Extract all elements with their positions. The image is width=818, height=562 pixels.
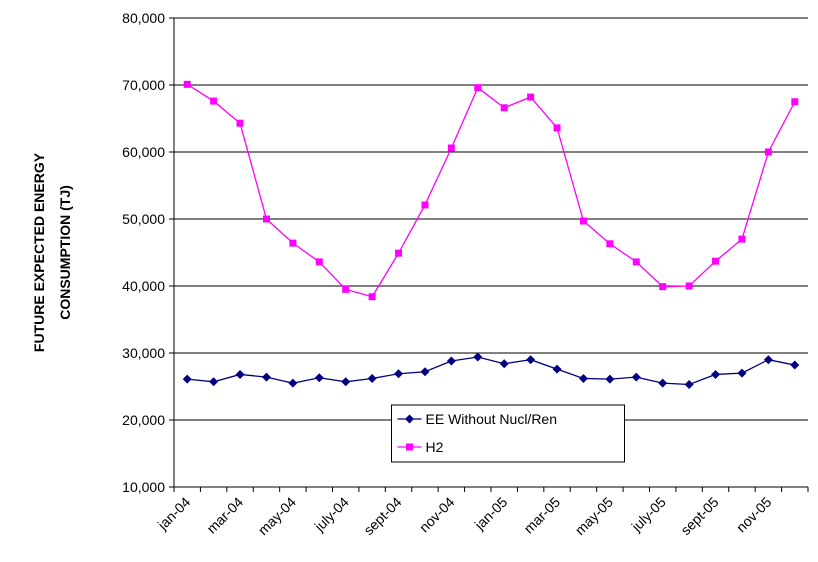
point (606, 240, 614, 248)
point (738, 235, 746, 243)
y-tick-label: 10,000 (122, 479, 165, 495)
point (288, 378, 298, 388)
legend: EE Without Nucl/Ren H2 (391, 404, 625, 463)
point (553, 124, 561, 132)
point (790, 360, 800, 370)
point (737, 368, 747, 378)
x-tick-label: jan-05 (471, 494, 511, 534)
point (712, 257, 720, 265)
y-tick-label: 60,000 (122, 144, 165, 160)
point (658, 378, 668, 388)
point (367, 373, 377, 383)
point (632, 258, 640, 266)
point (182, 374, 192, 384)
point (395, 249, 403, 257)
point (262, 215, 270, 223)
point (473, 352, 483, 362)
point (711, 369, 721, 379)
point (394, 369, 404, 379)
point (499, 359, 509, 369)
point (406, 443, 413, 451)
point (685, 282, 693, 290)
legend-label: EE Without Nucl/Ren (426, 411, 558, 427)
x-tick-label: mar-05 (520, 494, 563, 537)
point (447, 144, 455, 152)
point (342, 285, 350, 293)
point (659, 283, 667, 291)
legend-label: H2 (426, 439, 444, 455)
point (236, 119, 244, 127)
x-tick-label: nov-04 (416, 494, 458, 536)
point (526, 355, 536, 365)
point (341, 377, 351, 387)
point (421, 201, 429, 209)
x-tick-label: nov-05 (733, 494, 775, 536)
y-tick-label: 50,000 (122, 211, 165, 227)
y-tick-label: 80,000 (122, 10, 165, 26)
y-axis-title: FUTURE EXPECTED ENERGY (31, 152, 47, 352)
x-tick-label: jan-04 (154, 494, 194, 534)
x-tick-label: may-05 (572, 494, 616, 538)
point (368, 293, 376, 301)
point (631, 372, 641, 382)
point (578, 373, 588, 383)
point (763, 355, 773, 365)
series-line (187, 356, 795, 386)
y-tick-label: 70,000 (122, 77, 165, 93)
point (552, 364, 562, 374)
point (314, 373, 324, 383)
point (764, 148, 772, 156)
point (315, 258, 323, 266)
y-tick-label: 30,000 (122, 345, 165, 361)
x-tick-label: july-04 (311, 494, 352, 535)
point (474, 84, 482, 92)
y-tick-label: 20,000 (122, 412, 165, 428)
y-axis-title: CONSUMPTION (TJ) (57, 185, 73, 320)
point (210, 97, 218, 105)
point (235, 369, 245, 379)
legend-box (391, 404, 625, 463)
point (420, 367, 430, 377)
point (684, 379, 694, 389)
point (791, 98, 799, 106)
point (289, 239, 297, 247)
series-line (186, 83, 796, 298)
point (500, 104, 508, 112)
point (209, 377, 219, 387)
point (579, 217, 587, 225)
point (446, 356, 456, 366)
x-tick-label: mar-04 (203, 494, 246, 537)
point (405, 414, 414, 424)
point (261, 372, 271, 382)
point (527, 93, 535, 101)
point (183, 80, 191, 88)
y-tick-label: 40,000 (122, 278, 165, 294)
x-tick-label: sept-05 (677, 494, 721, 538)
x-tick-label: july-05 (628, 494, 669, 535)
x-tick-label: sept-04 (360, 494, 404, 538)
point (605, 374, 615, 384)
x-tick-label: may-04 (255, 494, 299, 538)
